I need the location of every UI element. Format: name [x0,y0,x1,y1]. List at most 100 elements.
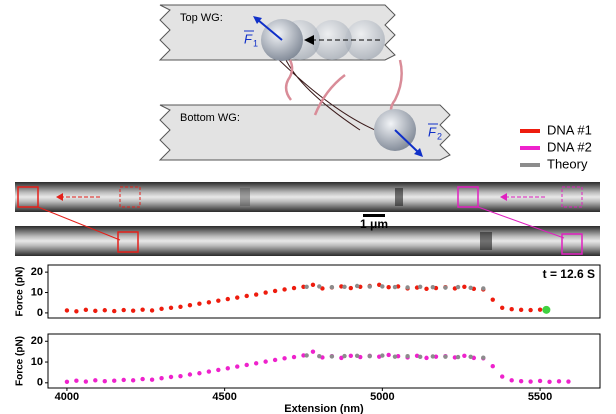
data-point [355,354,359,358]
data-point [216,368,220,372]
data-point [169,375,173,379]
data-point [443,354,447,358]
data-point [159,376,163,380]
data-point [178,305,182,309]
data-point [509,378,513,382]
data-point [481,286,485,290]
data-point [491,364,495,368]
data-point [380,353,384,357]
data-point [263,359,267,363]
data-point [431,354,435,358]
y-axis-label: Force (pN) [15,336,26,386]
figure: Top WG: Bottom WG: F 1 F 2 [0,0,616,414]
data-point [254,292,258,296]
data-point [368,354,372,358]
top-wg-label: Top WG: [180,12,223,24]
data-point [443,285,447,289]
data-point [547,380,551,384]
data-point [159,307,163,311]
data-point [292,286,296,290]
data-point [235,364,239,368]
data-point [112,309,116,313]
data-point [368,284,372,288]
data-point [528,379,532,383]
x-tick-label: 5000 [370,391,394,403]
data-point [197,302,201,306]
data-point [468,355,472,359]
data-point [65,380,69,384]
data-point [418,355,422,359]
speckle [480,232,492,250]
data-point [226,297,230,301]
data-point [386,285,390,289]
data-point [122,378,126,382]
data-point [273,289,277,293]
data-point [188,303,192,307]
y-tick-label: 10 [31,286,43,298]
data-point [342,285,346,289]
x-tick-label: 4500 [212,391,236,403]
data-point [386,353,390,357]
data-point [462,285,466,289]
data-point [150,308,154,312]
data-point [557,379,561,383]
plot-frame [48,265,600,318]
speckle [395,188,403,206]
data-point [245,294,249,298]
data-point [330,285,334,289]
data-point [355,284,359,288]
data-point [393,354,397,358]
data-point [140,377,144,381]
data-point [468,286,472,290]
data-point [131,308,135,312]
data-point [140,307,144,311]
data-point [282,356,286,360]
data-point [519,308,523,312]
annotation: t = 12.6 S [543,267,595,281]
data-point [84,308,88,312]
diagram: Top WG: Bottom WG: F 1 F 2 [160,5,450,160]
data-point [519,379,523,383]
image-strip [15,226,600,256]
force-symbol: F [428,124,437,139]
data-point [74,309,78,313]
data-point [528,308,532,312]
data-point [342,354,346,358]
data-point [330,354,334,358]
data-point [74,379,78,383]
data-point [216,298,220,302]
data-point [424,356,428,360]
data-point [405,285,409,289]
legend-label: DNA #1 [547,122,592,137]
data-point [509,307,513,311]
y-tick-label: 20 [31,266,43,278]
data-point [178,374,182,378]
data-point [304,285,308,289]
data-point [150,377,154,381]
data-point [273,358,277,362]
force-index: 2 [437,131,442,141]
data-point [456,285,460,289]
data-point [93,309,97,313]
data-point [500,306,504,310]
data-point [304,353,308,357]
data-point [491,297,495,301]
data-point [93,378,97,382]
data-point [566,379,570,383]
speckle [240,188,250,206]
data-point [538,379,542,383]
data-point [207,300,211,304]
data-point [311,349,315,353]
data-point [188,372,192,376]
data-point [112,379,116,383]
data-point [169,306,173,310]
micrograph: 1 μm [15,182,600,256]
x-axis-label: Extension (nm) [284,403,364,414]
data-point [317,354,321,358]
data-point [235,295,239,299]
data-point [418,285,422,289]
data-point [481,355,485,359]
force-symbol: F [244,31,253,46]
data-point [131,378,135,382]
scale-bar-label: 1 μm [360,217,388,231]
